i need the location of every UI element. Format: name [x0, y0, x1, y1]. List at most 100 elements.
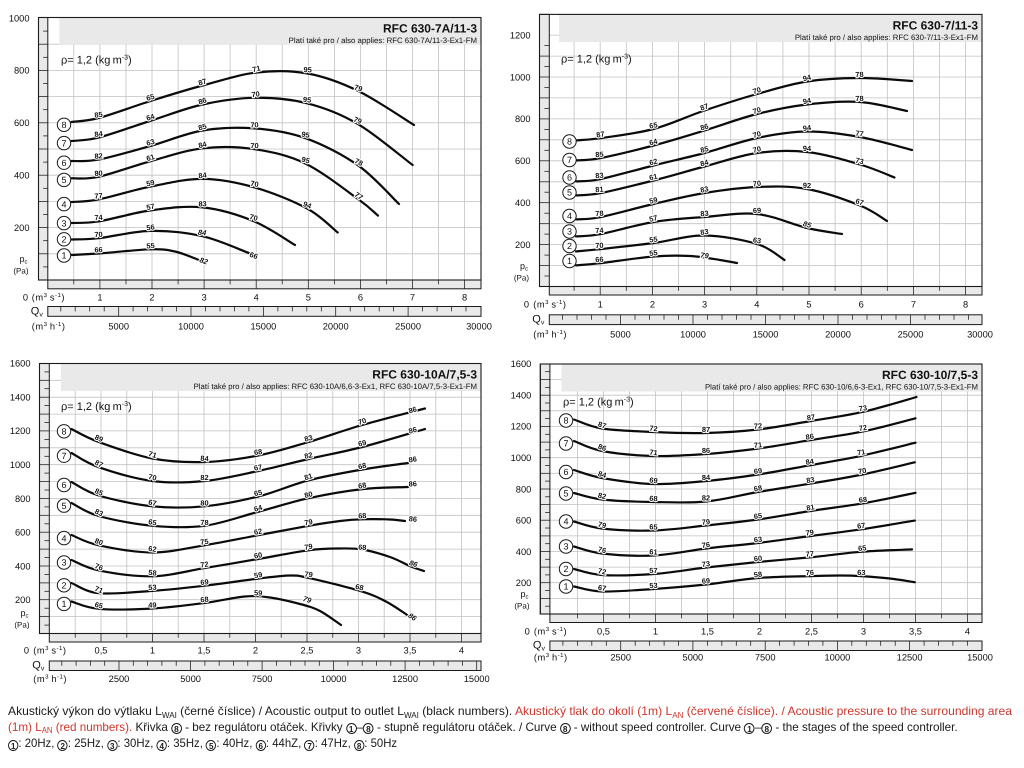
svg-text:pc: pc: [520, 261, 528, 273]
svg-text:67: 67: [253, 462, 263, 472]
svg-text:64: 64: [145, 111, 156, 122]
svg-text:10000: 10000: [824, 653, 850, 663]
svg-text:94: 94: [802, 96, 813, 107]
svg-text:7: 7: [911, 300, 916, 310]
svg-text:58: 58: [148, 568, 157, 578]
svg-text:69: 69: [357, 438, 367, 449]
svg-text:1: 1: [567, 256, 572, 266]
svg-text:7: 7: [563, 439, 568, 449]
svg-text:79: 79: [805, 528, 814, 538]
svg-text:1: 1: [61, 599, 66, 609]
svg-text:84: 84: [198, 170, 208, 180]
svg-text:95: 95: [300, 155, 310, 166]
svg-text:2500: 2500: [610, 653, 631, 663]
svg-text:77: 77: [805, 549, 814, 559]
svg-text:1600: 1600: [511, 359, 532, 369]
svg-text:95: 95: [304, 65, 312, 74]
svg-text:82: 82: [702, 493, 710, 502]
svg-text:53: 53: [148, 583, 157, 592]
svg-text:3: 3: [702, 300, 707, 310]
svg-text:Qv: Qv: [532, 314, 545, 327]
svg-text:77: 77: [94, 191, 103, 201]
svg-text:2: 2: [567, 241, 572, 251]
svg-text:200: 200: [14, 223, 30, 233]
svg-text:1,5: 1,5: [701, 627, 714, 637]
svg-text:8: 8: [61, 427, 66, 437]
svg-text:63: 63: [753, 535, 762, 545]
svg-text:86: 86: [407, 425, 417, 436]
svg-text:86: 86: [408, 454, 417, 464]
svg-text:84: 84: [200, 454, 210, 464]
svg-text:2,5: 2,5: [805, 627, 818, 637]
svg-text:4: 4: [563, 517, 568, 527]
svg-text:59: 59: [253, 570, 262, 580]
svg-text:(m3 h-1): (m3 h-1): [534, 652, 568, 662]
svg-text:1200: 1200: [10, 426, 31, 436]
svg-text:73: 73: [858, 403, 868, 413]
svg-text:76: 76: [701, 540, 710, 550]
svg-text:62: 62: [253, 526, 263, 536]
svg-text:1: 1: [563, 582, 568, 592]
svg-text:70: 70: [752, 105, 763, 116]
svg-text:94: 94: [803, 144, 812, 153]
svg-text:68: 68: [200, 595, 209, 605]
svg-text:5: 5: [306, 293, 311, 303]
svg-text:86: 86: [408, 405, 418, 416]
svg-text:4: 4: [61, 199, 66, 209]
svg-text:2: 2: [61, 235, 66, 245]
svg-text:61: 61: [648, 172, 658, 183]
svg-text:85: 85: [595, 150, 604, 160]
svg-text:200: 200: [515, 240, 531, 250]
svg-text:71: 71: [649, 448, 658, 458]
svg-text:53: 53: [649, 581, 658, 590]
svg-text:800: 800: [14, 66, 30, 76]
svg-text:77: 77: [353, 190, 365, 202]
svg-text:55: 55: [649, 234, 658, 244]
svg-text:84: 84: [94, 129, 104, 139]
svg-text:3: 3: [861, 627, 866, 637]
svg-text:ρ= 1,2 (kg m-3): ρ= 1,2 (kg m-3): [561, 54, 632, 66]
svg-text:(m3 s-1): (m3 s-1): [533, 299, 566, 309]
svg-text:57: 57: [648, 213, 658, 224]
svg-text:4: 4: [61, 533, 66, 543]
svg-text:70: 70: [595, 241, 604, 251]
svg-text:72: 72: [649, 424, 658, 434]
svg-text:1200: 1200: [511, 422, 532, 432]
svg-text:200: 200: [15, 595, 31, 605]
svg-text:69: 69: [200, 577, 209, 587]
svg-text:86: 86: [699, 122, 709, 133]
svg-text:8: 8: [963, 300, 968, 310]
svg-text:63: 63: [752, 235, 762, 245]
svg-text:83: 83: [699, 184, 709, 195]
svg-text:74: 74: [94, 213, 104, 222]
svg-text:Platí také pro / also applies:: Platí také pro / also applies: RFC 630-1…: [705, 383, 978, 392]
svg-text:58: 58: [753, 569, 762, 579]
svg-text:78: 78: [855, 94, 864, 103]
svg-text:600: 600: [516, 516, 532, 526]
svg-text:83: 83: [700, 209, 709, 219]
svg-text:87: 87: [702, 425, 710, 434]
svg-text:pc: pc: [20, 608, 28, 620]
svg-text:400: 400: [14, 171, 30, 181]
svg-text:61: 61: [649, 547, 658, 556]
svg-text:8: 8: [61, 120, 66, 130]
svg-text:69: 69: [649, 475, 658, 485]
svg-text:60: 60: [753, 554, 762, 564]
svg-text:4: 4: [567, 211, 572, 221]
svg-text:15000: 15000: [250, 322, 276, 332]
svg-text:65: 65: [649, 522, 658, 531]
svg-text:87: 87: [197, 76, 208, 87]
svg-text:76: 76: [597, 545, 607, 556]
svg-text:71: 71: [856, 447, 866, 457]
svg-text:15000: 15000: [967, 653, 993, 663]
svg-text:2: 2: [149, 293, 154, 303]
svg-text:87: 87: [596, 129, 606, 139]
svg-text:72: 72: [200, 559, 210, 569]
svg-text:67: 67: [148, 498, 158, 508]
svg-text:86: 86: [702, 446, 711, 455]
svg-text:7500: 7500: [755, 653, 776, 663]
svg-text:RFC 630-7/11-3: RFC 630-7/11-3: [893, 18, 979, 32]
svg-text:85: 85: [94, 110, 103, 120]
svg-text:5000: 5000: [180, 674, 201, 684]
svg-text:20000: 20000: [323, 322, 349, 332]
